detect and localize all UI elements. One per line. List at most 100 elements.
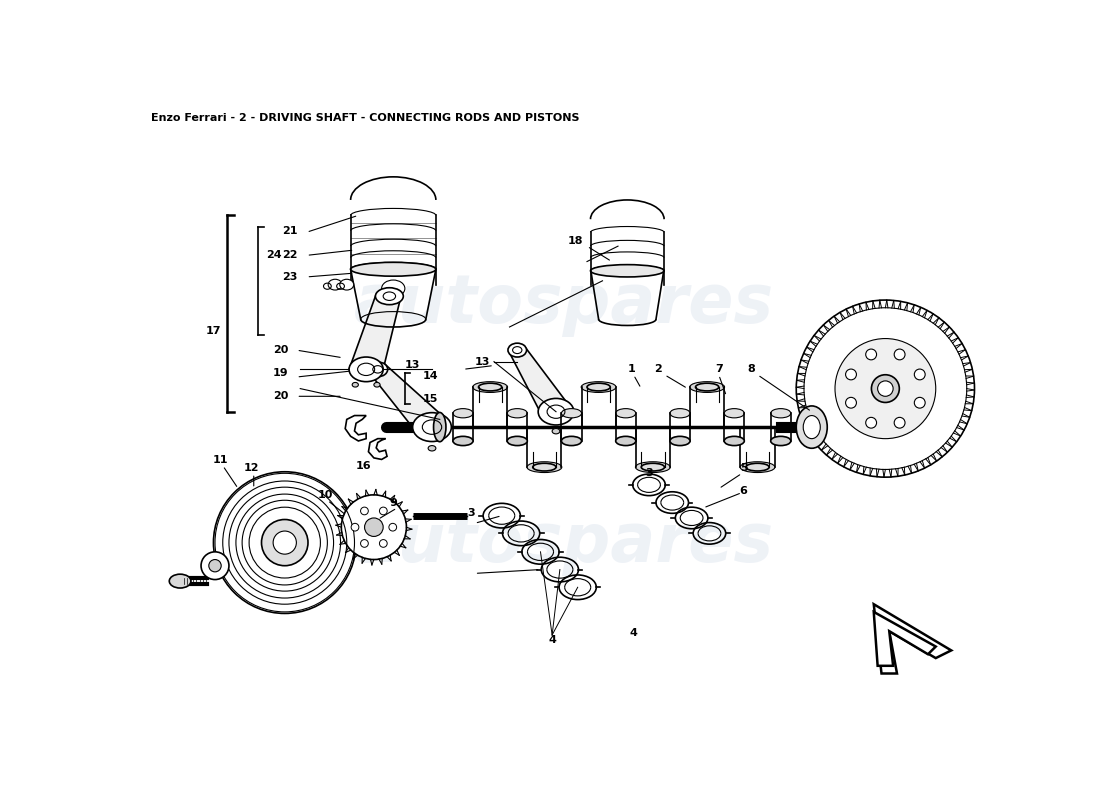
Ellipse shape (670, 436, 690, 446)
Ellipse shape (478, 383, 502, 391)
Ellipse shape (746, 463, 769, 471)
Text: 22: 22 (282, 250, 297, 260)
Ellipse shape (361, 507, 368, 515)
Polygon shape (510, 346, 568, 419)
Ellipse shape (636, 462, 670, 473)
Text: 7: 7 (715, 364, 723, 374)
Text: 2: 2 (654, 364, 662, 374)
Ellipse shape (351, 523, 359, 531)
Ellipse shape (894, 418, 905, 428)
Ellipse shape (894, 349, 905, 360)
Ellipse shape (914, 369, 925, 380)
Text: 13: 13 (475, 357, 491, 366)
Ellipse shape (866, 349, 877, 360)
Ellipse shape (866, 418, 877, 428)
Ellipse shape (914, 398, 925, 408)
Ellipse shape (561, 436, 582, 446)
Text: 8: 8 (747, 364, 756, 374)
Ellipse shape (473, 382, 507, 393)
Text: 19: 19 (273, 368, 288, 378)
Text: 18: 18 (568, 236, 583, 246)
Ellipse shape (538, 398, 574, 425)
Text: 16: 16 (356, 461, 372, 470)
Circle shape (341, 495, 406, 559)
Text: autospares: autospares (354, 510, 773, 576)
Text: 24: 24 (266, 250, 282, 260)
Ellipse shape (352, 382, 359, 387)
Ellipse shape (361, 539, 368, 547)
Circle shape (201, 552, 229, 579)
Circle shape (209, 559, 221, 572)
Ellipse shape (527, 462, 562, 473)
Ellipse shape (412, 413, 451, 442)
Text: autospares: autospares (354, 271, 773, 337)
Ellipse shape (771, 436, 791, 446)
Ellipse shape (374, 382, 381, 387)
Ellipse shape (507, 409, 527, 418)
Text: 20: 20 (273, 345, 288, 355)
Ellipse shape (433, 413, 446, 442)
Ellipse shape (581, 382, 616, 393)
Ellipse shape (670, 409, 690, 418)
Text: 21: 21 (282, 226, 297, 236)
Text: 11: 11 (212, 455, 228, 466)
Text: 3: 3 (466, 508, 474, 518)
Text: 13: 13 (405, 361, 420, 370)
Ellipse shape (641, 463, 664, 471)
Text: 17: 17 (206, 326, 221, 336)
Ellipse shape (846, 369, 857, 380)
Circle shape (364, 518, 383, 537)
Ellipse shape (587, 383, 610, 391)
Ellipse shape (561, 409, 582, 418)
Circle shape (796, 300, 975, 477)
Circle shape (273, 531, 296, 554)
Text: 9: 9 (389, 498, 397, 507)
Polygon shape (873, 612, 936, 666)
Ellipse shape (367, 362, 387, 377)
Ellipse shape (616, 436, 636, 446)
Ellipse shape (846, 398, 857, 408)
Circle shape (835, 338, 936, 438)
Ellipse shape (428, 446, 436, 451)
Ellipse shape (382, 280, 405, 297)
Text: Enzo Ferrari - 2 - DRIVING SHAFT - CONNECTING RODS AND PISTONS: Enzo Ferrari - 2 - DRIVING SHAFT - CONNE… (152, 113, 580, 123)
Ellipse shape (349, 357, 383, 382)
Polygon shape (349, 296, 402, 370)
Ellipse shape (340, 279, 354, 290)
Ellipse shape (591, 265, 664, 277)
Ellipse shape (803, 415, 821, 438)
Text: 4: 4 (629, 629, 637, 638)
Text: 4: 4 (548, 635, 557, 646)
Text: 14: 14 (422, 370, 438, 381)
Polygon shape (372, 363, 443, 438)
Ellipse shape (740, 462, 774, 473)
Ellipse shape (379, 539, 387, 547)
Text: 5: 5 (739, 463, 747, 473)
Ellipse shape (328, 279, 342, 290)
Ellipse shape (375, 288, 404, 305)
Text: 23: 23 (282, 272, 297, 282)
Text: 15: 15 (422, 394, 438, 404)
Ellipse shape (453, 409, 473, 418)
Text: 10: 10 (318, 490, 332, 500)
Ellipse shape (690, 382, 725, 393)
Ellipse shape (724, 436, 745, 446)
Ellipse shape (616, 409, 636, 418)
Polygon shape (873, 604, 952, 674)
Ellipse shape (507, 436, 527, 446)
Text: 3: 3 (646, 468, 652, 478)
Text: 6: 6 (739, 486, 748, 496)
Circle shape (262, 519, 308, 566)
Ellipse shape (453, 436, 473, 446)
Ellipse shape (389, 523, 397, 531)
Ellipse shape (695, 383, 718, 391)
Ellipse shape (532, 463, 556, 471)
Ellipse shape (169, 574, 191, 588)
Ellipse shape (771, 409, 791, 418)
Ellipse shape (724, 409, 745, 418)
Ellipse shape (508, 343, 527, 357)
Text: 20: 20 (273, 391, 288, 402)
Text: 1: 1 (628, 364, 636, 374)
Circle shape (213, 472, 356, 614)
Circle shape (871, 374, 900, 402)
